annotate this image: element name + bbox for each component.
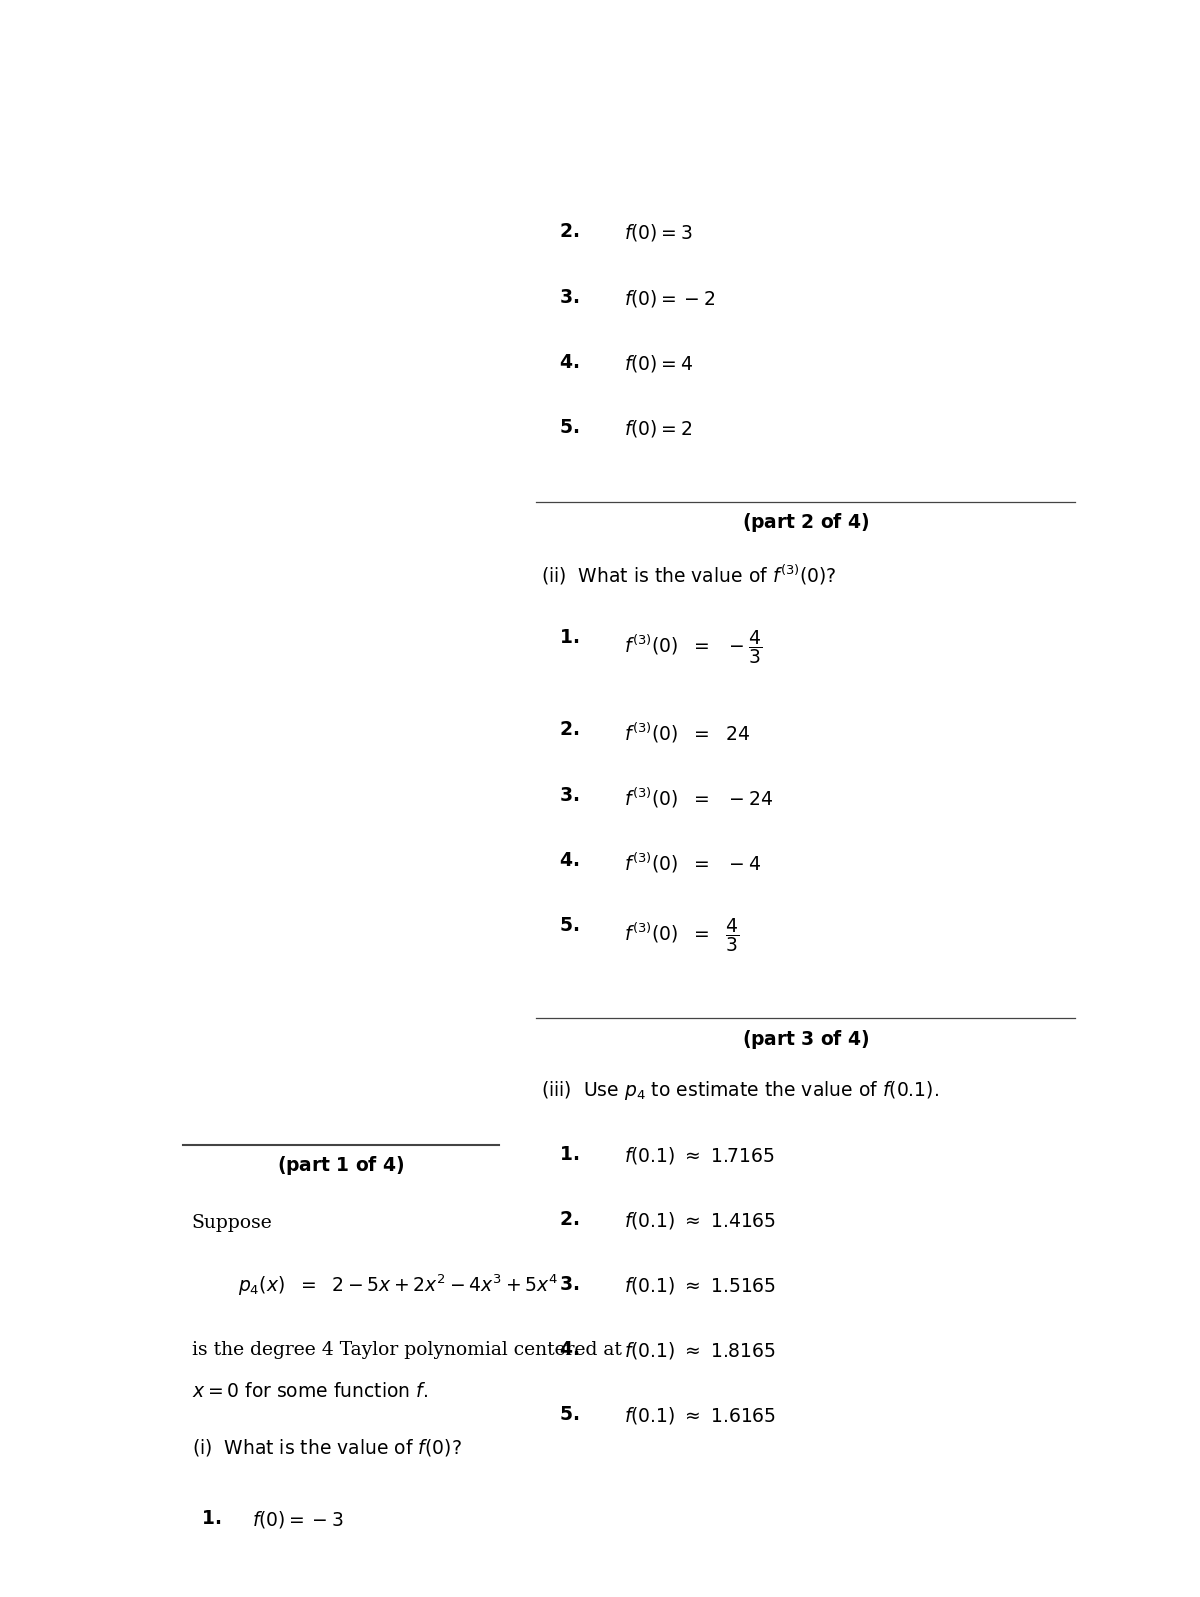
Text: $\mathbf{5.}$: $\mathbf{5.}$ [559, 917, 580, 934]
Text: $f(0.1)\ \approx\ 1.5165$: $f(0.1)\ \approx\ 1.5165$ [624, 1274, 776, 1297]
Text: is the degree 4 Taylor polynomial centered at: is the degree 4 Taylor polynomial center… [192, 1341, 622, 1359]
Text: $f(0.1)\ \approx\ 1.8165$: $f(0.1)\ \approx\ 1.8165$ [624, 1340, 776, 1361]
Text: $\mathbf{2.}$: $\mathbf{2.}$ [559, 1211, 580, 1228]
Text: $\mathbf{5.}$: $\mathbf{5.}$ [559, 1405, 580, 1425]
Text: $f(0.1)\ \approx\ 1.4165$: $f(0.1)\ \approx\ 1.4165$ [624, 1211, 776, 1231]
Text: $f(0.1)\ \approx\ 1.7165$: $f(0.1)\ \approx\ 1.7165$ [624, 1145, 775, 1166]
Text: $p_4(x)\ \ =\ \ 2 - 5x + 2x^2 - 4x^3 + 5x^4$: $p_4(x)\ \ =\ \ 2 - 5x + 2x^2 - 4x^3 + 5… [239, 1273, 558, 1298]
Text: $\mathbf{2.}$: $\mathbf{2.}$ [559, 222, 580, 241]
Text: $\mathbf{(part\ 3\ of\ 4)}$: $\mathbf{(part\ 3\ of\ 4)}$ [742, 1028, 869, 1051]
Text: $\mathbf{(part\ 2\ of\ 4)}$: $\mathbf{(part\ 2\ of\ 4)}$ [742, 511, 869, 535]
Text: $\mathbf{4.}$: $\mathbf{4.}$ [559, 851, 580, 870]
Text: $f(0) = 3$: $f(0) = 3$ [624, 222, 692, 243]
Text: $\mathbf{3.}$: $\mathbf{3.}$ [559, 786, 580, 805]
Text: $\mathbf{3.}$: $\mathbf{3.}$ [559, 287, 580, 307]
Text: $\mathbf{1.}$: $\mathbf{1.}$ [559, 1145, 580, 1164]
Text: $\mathbf{4.}$: $\mathbf{4.}$ [559, 1340, 580, 1359]
Text: $f(0) = 2$: $f(0) = 2$ [624, 418, 692, 439]
Text: $f^{(3)}(0)\ \ =\ \ \dfrac{4}{3}$: $f^{(3)}(0)\ \ =\ \ \dfrac{4}{3}$ [624, 917, 739, 953]
Text: (i)  What is the value of $f(0)$?: (i) What is the value of $f(0)$? [192, 1437, 462, 1458]
Text: $f(0) = 4$: $f(0) = 4$ [624, 353, 694, 374]
Text: $\mathbf{5.}$: $\mathbf{5.}$ [559, 418, 580, 438]
Text: (ii)  What is the value of $f^{(3)}(0)$?: (ii) What is the value of $f^{(3)}(0)$? [540, 564, 836, 588]
Text: $\mathbf{4.}$: $\mathbf{4.}$ [559, 353, 580, 372]
Text: $\mathbf{2.}$: $\mathbf{2.}$ [559, 720, 580, 739]
Text: (iii)  Use $p_4$ to estimate the value of $f(0.1)$.: (iii) Use $p_4$ to estimate the value of… [540, 1080, 938, 1102]
Text: $\mathbf{(part\ 1\ of\ 4)}$: $\mathbf{(part\ 1\ of\ 4)}$ [277, 1155, 404, 1177]
Text: $f^{(3)}(0)\ \ =\ \ 24$: $f^{(3)}(0)\ \ =\ \ 24$ [624, 720, 750, 744]
Text: $\mathbf{1.}$: $\mathbf{1.}$ [559, 628, 580, 647]
Text: $f^{(3)}(0)\ \ =\ \ -24$: $f^{(3)}(0)\ \ =\ \ -24$ [624, 786, 773, 810]
Text: $f(0) = -2$: $f(0) = -2$ [624, 287, 715, 308]
Text: $\mathbf{1.}$: $\mathbf{1.}$ [202, 1509, 221, 1528]
Text: $x = 0$ for some function $f$.: $x = 0$ for some function $f$. [192, 1381, 428, 1401]
Text: $f(0.1)\ \approx\ 1.6165$: $f(0.1)\ \approx\ 1.6165$ [624, 1405, 776, 1426]
Text: $f^{(3)}(0)\ \ =\ \ -4$: $f^{(3)}(0)\ \ =\ \ -4$ [624, 851, 761, 875]
Text: Suppose: Suppose [192, 1214, 272, 1231]
Text: $f^{(3)}(0)\ \ =\ \ -\dfrac{4}{3}$: $f^{(3)}(0)\ \ =\ \ -\dfrac{4}{3}$ [624, 628, 762, 666]
Text: $\mathbf{3.}$: $\mathbf{3.}$ [559, 1274, 580, 1294]
Text: $f(0) = -3$: $f(0) = -3$ [252, 1509, 344, 1530]
